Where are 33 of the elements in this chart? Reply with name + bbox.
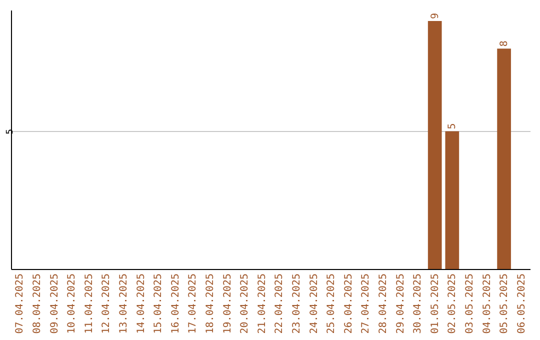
x-tick-label: 24.04.2025 xyxy=(308,274,320,334)
data-label: 5 xyxy=(447,123,458,130)
x-tick-label: 22.04.2025 xyxy=(274,274,286,334)
x-tick-label: 02.05.2025 xyxy=(447,274,458,334)
x-tick-label: 13.04.2025 xyxy=(118,274,130,334)
x-tick-label: 11.04.2025 xyxy=(84,274,95,334)
x-tick-label: 20.04.2025 xyxy=(240,274,251,334)
x-tick-label: 17.04.2025 xyxy=(188,274,199,334)
x-tick-label: 29.04.2025 xyxy=(395,274,406,334)
x-tick-label: 14.04.2025 xyxy=(136,274,147,334)
x-tick-label: 12.04.2025 xyxy=(101,274,112,334)
x-tick-label: 15.04.2025 xyxy=(153,274,164,334)
x-tick-label: 05.05.2025 xyxy=(499,274,510,334)
x-tick-label: 21.04.2025 xyxy=(256,274,268,334)
x-tick-label: 16.04.2025 xyxy=(170,274,182,334)
x-tick-label: 18.04.2025 xyxy=(204,274,216,334)
x-tick-label: 30.04.2025 xyxy=(412,274,424,334)
data-label: 9 xyxy=(430,12,441,20)
x-tick-label: 03.05.2025 xyxy=(464,274,476,334)
x-tick-label: 07.04.2025 xyxy=(14,274,26,334)
data-label: 8 xyxy=(499,40,510,47)
x-tick-label: 06.05.2025 xyxy=(516,274,528,334)
x-tick-label: 10.04.2025 xyxy=(66,274,78,334)
x-tick-label: 28.04.2025 xyxy=(378,274,389,334)
x-tick-label: 27.04.2025 xyxy=(360,274,372,334)
x-tick-label: 25.04.2025 xyxy=(326,274,338,334)
x-tick-label: 09.04.2025 xyxy=(49,274,60,334)
x-tick-label: 04.05.2025 xyxy=(482,274,493,334)
x-tick-label: 01.05.2025 xyxy=(430,274,441,334)
x-tick-label: 23.04.2025 xyxy=(291,274,302,334)
x-tick-label: 19.04.2025 xyxy=(222,274,234,334)
x-tick-label: 26.04.2025 xyxy=(343,274,354,334)
x-tick-label: 08.04.2025 xyxy=(32,274,43,334)
